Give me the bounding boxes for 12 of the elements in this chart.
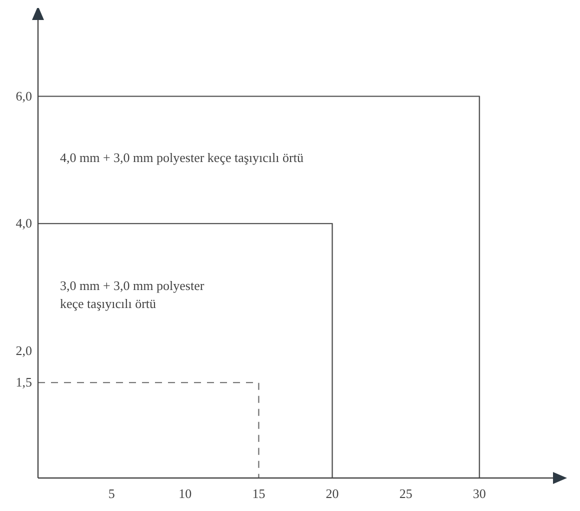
y-tick-label: 1,5	[16, 374, 32, 390]
x-tick-label: 10	[178, 486, 192, 501]
annotation: 4,0 mm + 3,0 mm polyester keçe taşıyıcılı örtü	[60, 150, 304, 165]
x-tick-label: 25	[399, 486, 412, 501]
annotation: 3,0 mm + 3,0 mm polyester keçe taşıyıcılı örtü	[60, 278, 205, 312]
y-tick-label: 6,0	[16, 88, 32, 104]
x-tick-label: 5	[108, 486, 115, 501]
x-tick-label: 30	[472, 486, 486, 501]
x-tick-label: 15	[252, 486, 266, 501]
y-tick-label: 2,0	[16, 342, 32, 358]
x-tick-label: 20	[326, 486, 339, 501]
y-tick-label: 4,0	[16, 216, 32, 231]
